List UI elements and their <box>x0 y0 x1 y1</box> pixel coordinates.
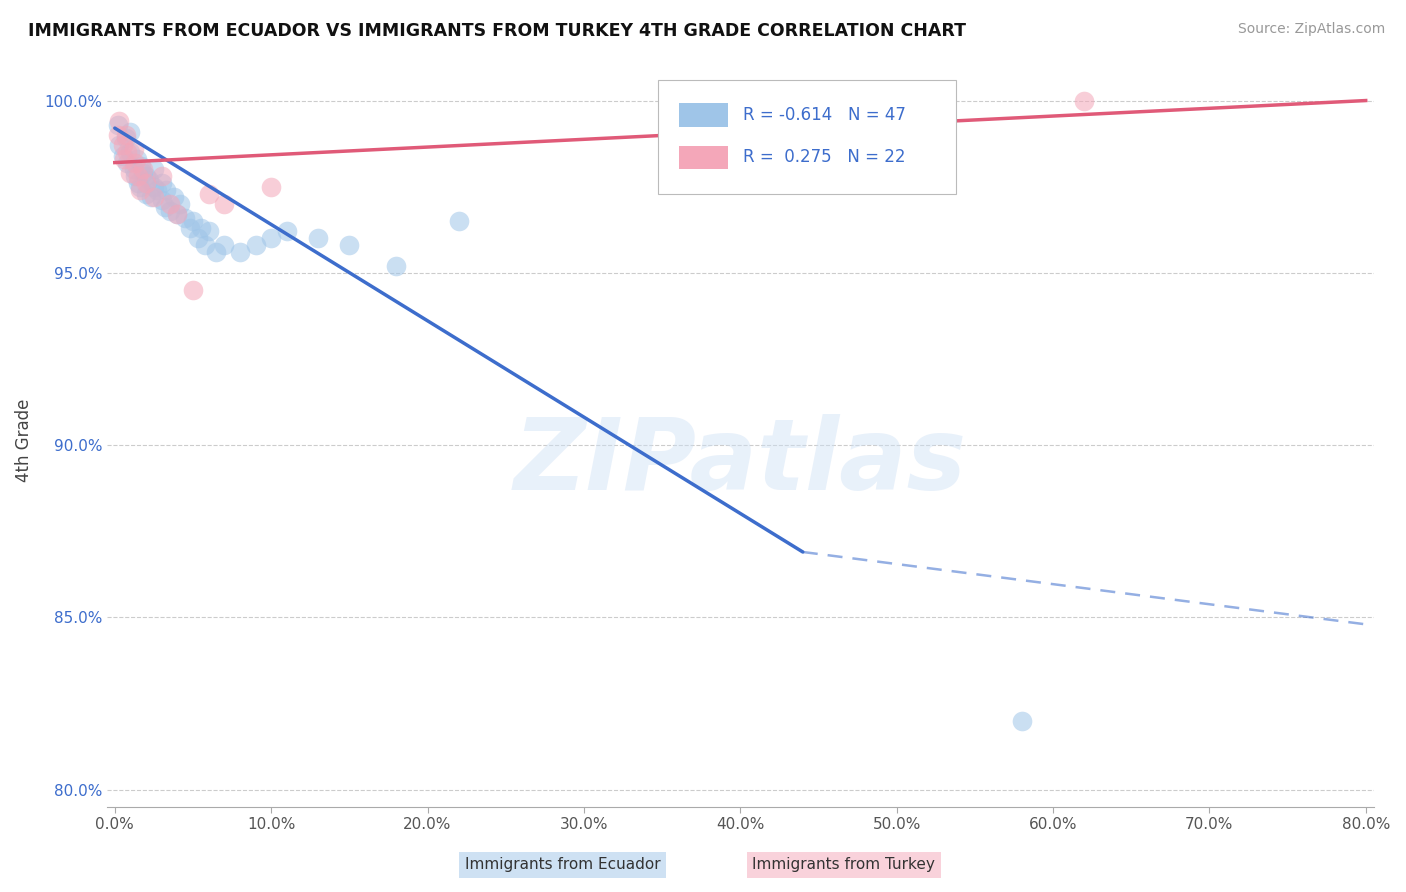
Text: IMMIGRANTS FROM ECUADOR VS IMMIGRANTS FROM TURKEY 4TH GRADE CORRELATION CHART: IMMIGRANTS FROM ECUADOR VS IMMIGRANTS FR… <box>28 22 966 40</box>
Point <box>138 173 160 187</box>
Point <box>111 149 134 163</box>
Text: Immigrants from Turkey: Immigrants from Turkey <box>752 857 935 872</box>
Point <box>127 176 149 190</box>
Point <box>120 124 142 138</box>
Point <box>135 186 157 201</box>
Point <box>128 183 150 197</box>
Point <box>108 114 131 128</box>
Point <box>163 190 186 204</box>
Point <box>114 131 136 145</box>
Point <box>124 155 146 169</box>
Point <box>114 128 136 142</box>
Point <box>276 225 298 239</box>
Point <box>197 225 219 239</box>
Point <box>142 179 165 194</box>
Point <box>166 207 188 221</box>
Point <box>197 186 219 201</box>
Point <box>447 214 470 228</box>
Point <box>122 162 145 177</box>
Point <box>155 183 177 197</box>
Point <box>117 155 139 169</box>
Point <box>1011 714 1033 728</box>
Point <box>107 128 129 142</box>
Point <box>111 138 134 153</box>
Point <box>131 159 153 173</box>
Point <box>205 245 228 260</box>
Point <box>124 169 146 184</box>
Point <box>181 283 204 297</box>
Point <box>307 231 329 245</box>
Point <box>174 211 197 225</box>
Point <box>112 152 135 166</box>
Point <box>132 166 155 180</box>
Point <box>142 190 165 204</box>
Point <box>229 245 252 260</box>
FancyBboxPatch shape <box>679 145 727 169</box>
Point <box>159 197 181 211</box>
Text: R = -0.614   N = 47: R = -0.614 N = 47 <box>742 106 905 124</box>
Point <box>150 194 173 208</box>
Point <box>135 169 157 184</box>
Point <box>139 190 162 204</box>
Point <box>245 238 267 252</box>
Point <box>120 166 142 180</box>
Point <box>120 145 142 160</box>
Point <box>1073 94 1095 108</box>
Point <box>125 152 148 166</box>
Point <box>212 238 235 252</box>
Point <box>142 162 165 177</box>
Point <box>153 200 176 214</box>
Point <box>212 197 235 211</box>
Text: Immigrants from Ecuador: Immigrants from Ecuador <box>464 857 661 872</box>
Point <box>194 238 217 252</box>
Point <box>122 142 145 156</box>
Point <box>150 169 173 184</box>
FancyBboxPatch shape <box>679 103 727 127</box>
Point <box>385 259 408 273</box>
Y-axis label: 4th Grade: 4th Grade <box>15 399 32 482</box>
Point <box>135 176 157 190</box>
Point <box>127 169 149 184</box>
Point <box>117 145 139 160</box>
Point <box>260 231 283 245</box>
FancyBboxPatch shape <box>658 80 956 194</box>
Point <box>260 179 283 194</box>
Point <box>132 162 155 177</box>
Point <box>181 214 204 228</box>
Point <box>108 138 131 153</box>
Point <box>128 179 150 194</box>
Point <box>190 221 212 235</box>
Point <box>337 238 360 252</box>
Point <box>169 197 191 211</box>
Text: R =  0.275   N = 22: R = 0.275 N = 22 <box>742 148 905 167</box>
Point <box>179 221 201 235</box>
Point <box>146 183 169 197</box>
Text: Source: ZipAtlas.com: Source: ZipAtlas.com <box>1237 22 1385 37</box>
Text: ZIPatlas: ZIPatlas <box>513 414 967 510</box>
Point <box>107 118 129 132</box>
Point <box>150 176 173 190</box>
Point <box>166 207 188 221</box>
Point <box>187 231 209 245</box>
Point <box>159 203 181 218</box>
